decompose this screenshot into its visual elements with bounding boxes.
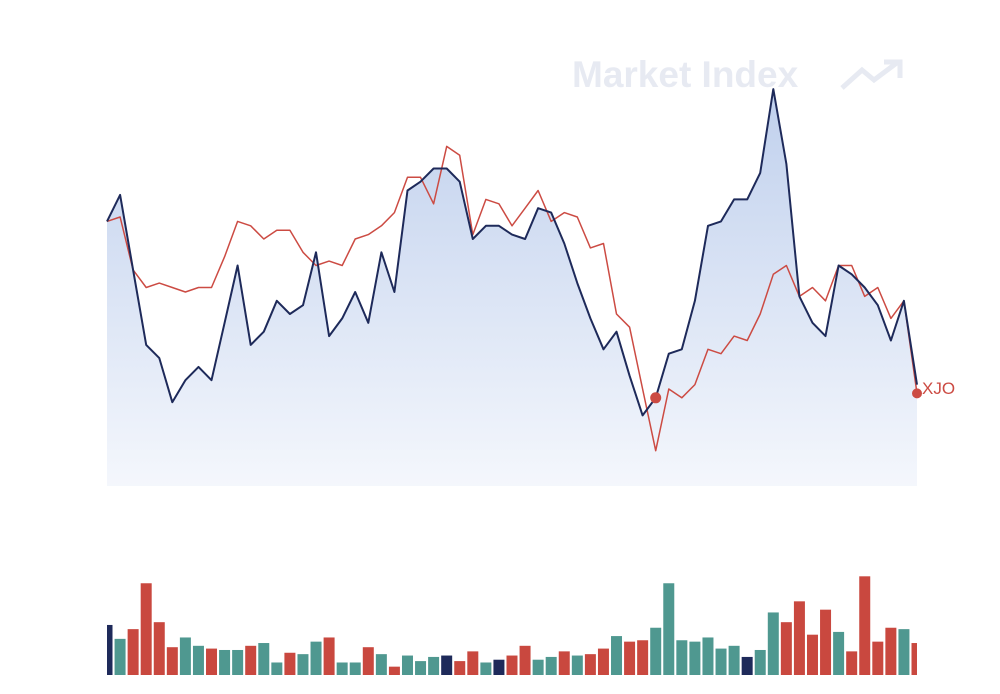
volume-bar <box>741 656 753 675</box>
watermark-text: Market Index <box>572 54 799 95</box>
volume-bar <box>558 651 570 675</box>
volume-bar <box>898 629 910 675</box>
volume-bar <box>872 641 884 675</box>
series-label: XJO <box>922 379 955 398</box>
volume-bar <box>375 654 387 675</box>
volume-bar <box>166 647 178 675</box>
volume-bar <box>702 637 714 675</box>
volume-bar <box>258 643 270 675</box>
volume-bar <box>506 655 518 675</box>
volume-bar <box>401 655 413 675</box>
volume-bar <box>532 659 544 675</box>
watermark: Market Index <box>572 54 903 95</box>
watermark-icon <box>884 59 903 78</box>
volume-bar <box>780 622 792 675</box>
volume-bar <box>754 649 766 675</box>
area <box>107 89 917 486</box>
volume-bar <box>297 654 309 675</box>
volume-bar <box>637 640 649 675</box>
line <box>106 145 918 452</box>
event-marker <box>650 392 662 404</box>
volume-bar <box>493 659 505 675</box>
volume-bar <box>885 627 897 675</box>
volume-bar <box>271 662 283 675</box>
volume-bar <box>859 576 871 675</box>
volume-bar <box>728 645 740 675</box>
volume-bar <box>689 641 701 675</box>
volume-bar <box>663 583 675 675</box>
volume-bar <box>428 656 440 675</box>
volume-bar <box>114 638 126 675</box>
volume-bar <box>584 654 596 675</box>
volume-bar <box>911 643 917 675</box>
volume-bar <box>349 662 361 675</box>
volume-bar <box>624 641 636 675</box>
volume-bar <box>310 641 322 675</box>
volume-bar <box>179 637 191 675</box>
volume-bar <box>415 661 427 675</box>
volume-bar <box>545 656 557 675</box>
volume-bar <box>519 645 531 675</box>
volume-bar <box>323 637 335 675</box>
watermark-icon <box>840 60 900 90</box>
volume-bar <box>245 645 257 675</box>
volume-bar <box>284 652 296 675</box>
volume-bar <box>767 612 779 675</box>
volume-bar <box>219 649 231 675</box>
volume-bar <box>650 627 662 675</box>
volume-bar <box>597 648 609 675</box>
volume-bar <box>820 609 832 675</box>
volume-bar <box>611 636 623 675</box>
volume-bar <box>336 662 348 675</box>
volume-bar <box>153 622 165 675</box>
volume-bar <box>140 583 152 675</box>
volume-bar <box>441 655 453 675</box>
volume-bar <box>362 647 374 675</box>
volume-bar <box>127 629 139 675</box>
volume-bar <box>480 662 492 675</box>
volume-bar <box>388 666 400 675</box>
volume-bar <box>793 601 805 675</box>
volume-bar <box>192 645 204 675</box>
volume-bar <box>715 648 727 675</box>
volume-bar <box>107 624 113 675</box>
volume-bar <box>833 631 845 675</box>
volume-bar <box>232 649 244 675</box>
volume-bar <box>454 661 466 675</box>
volume-bar <box>467 651 479 675</box>
end-marker <box>912 388 922 399</box>
volume-bar <box>206 648 218 675</box>
line <box>106 88 918 417</box>
volume-bar <box>676 640 688 675</box>
volume-bar <box>846 651 858 675</box>
volume-bar <box>571 655 583 675</box>
volume-bar <box>806 634 818 675</box>
